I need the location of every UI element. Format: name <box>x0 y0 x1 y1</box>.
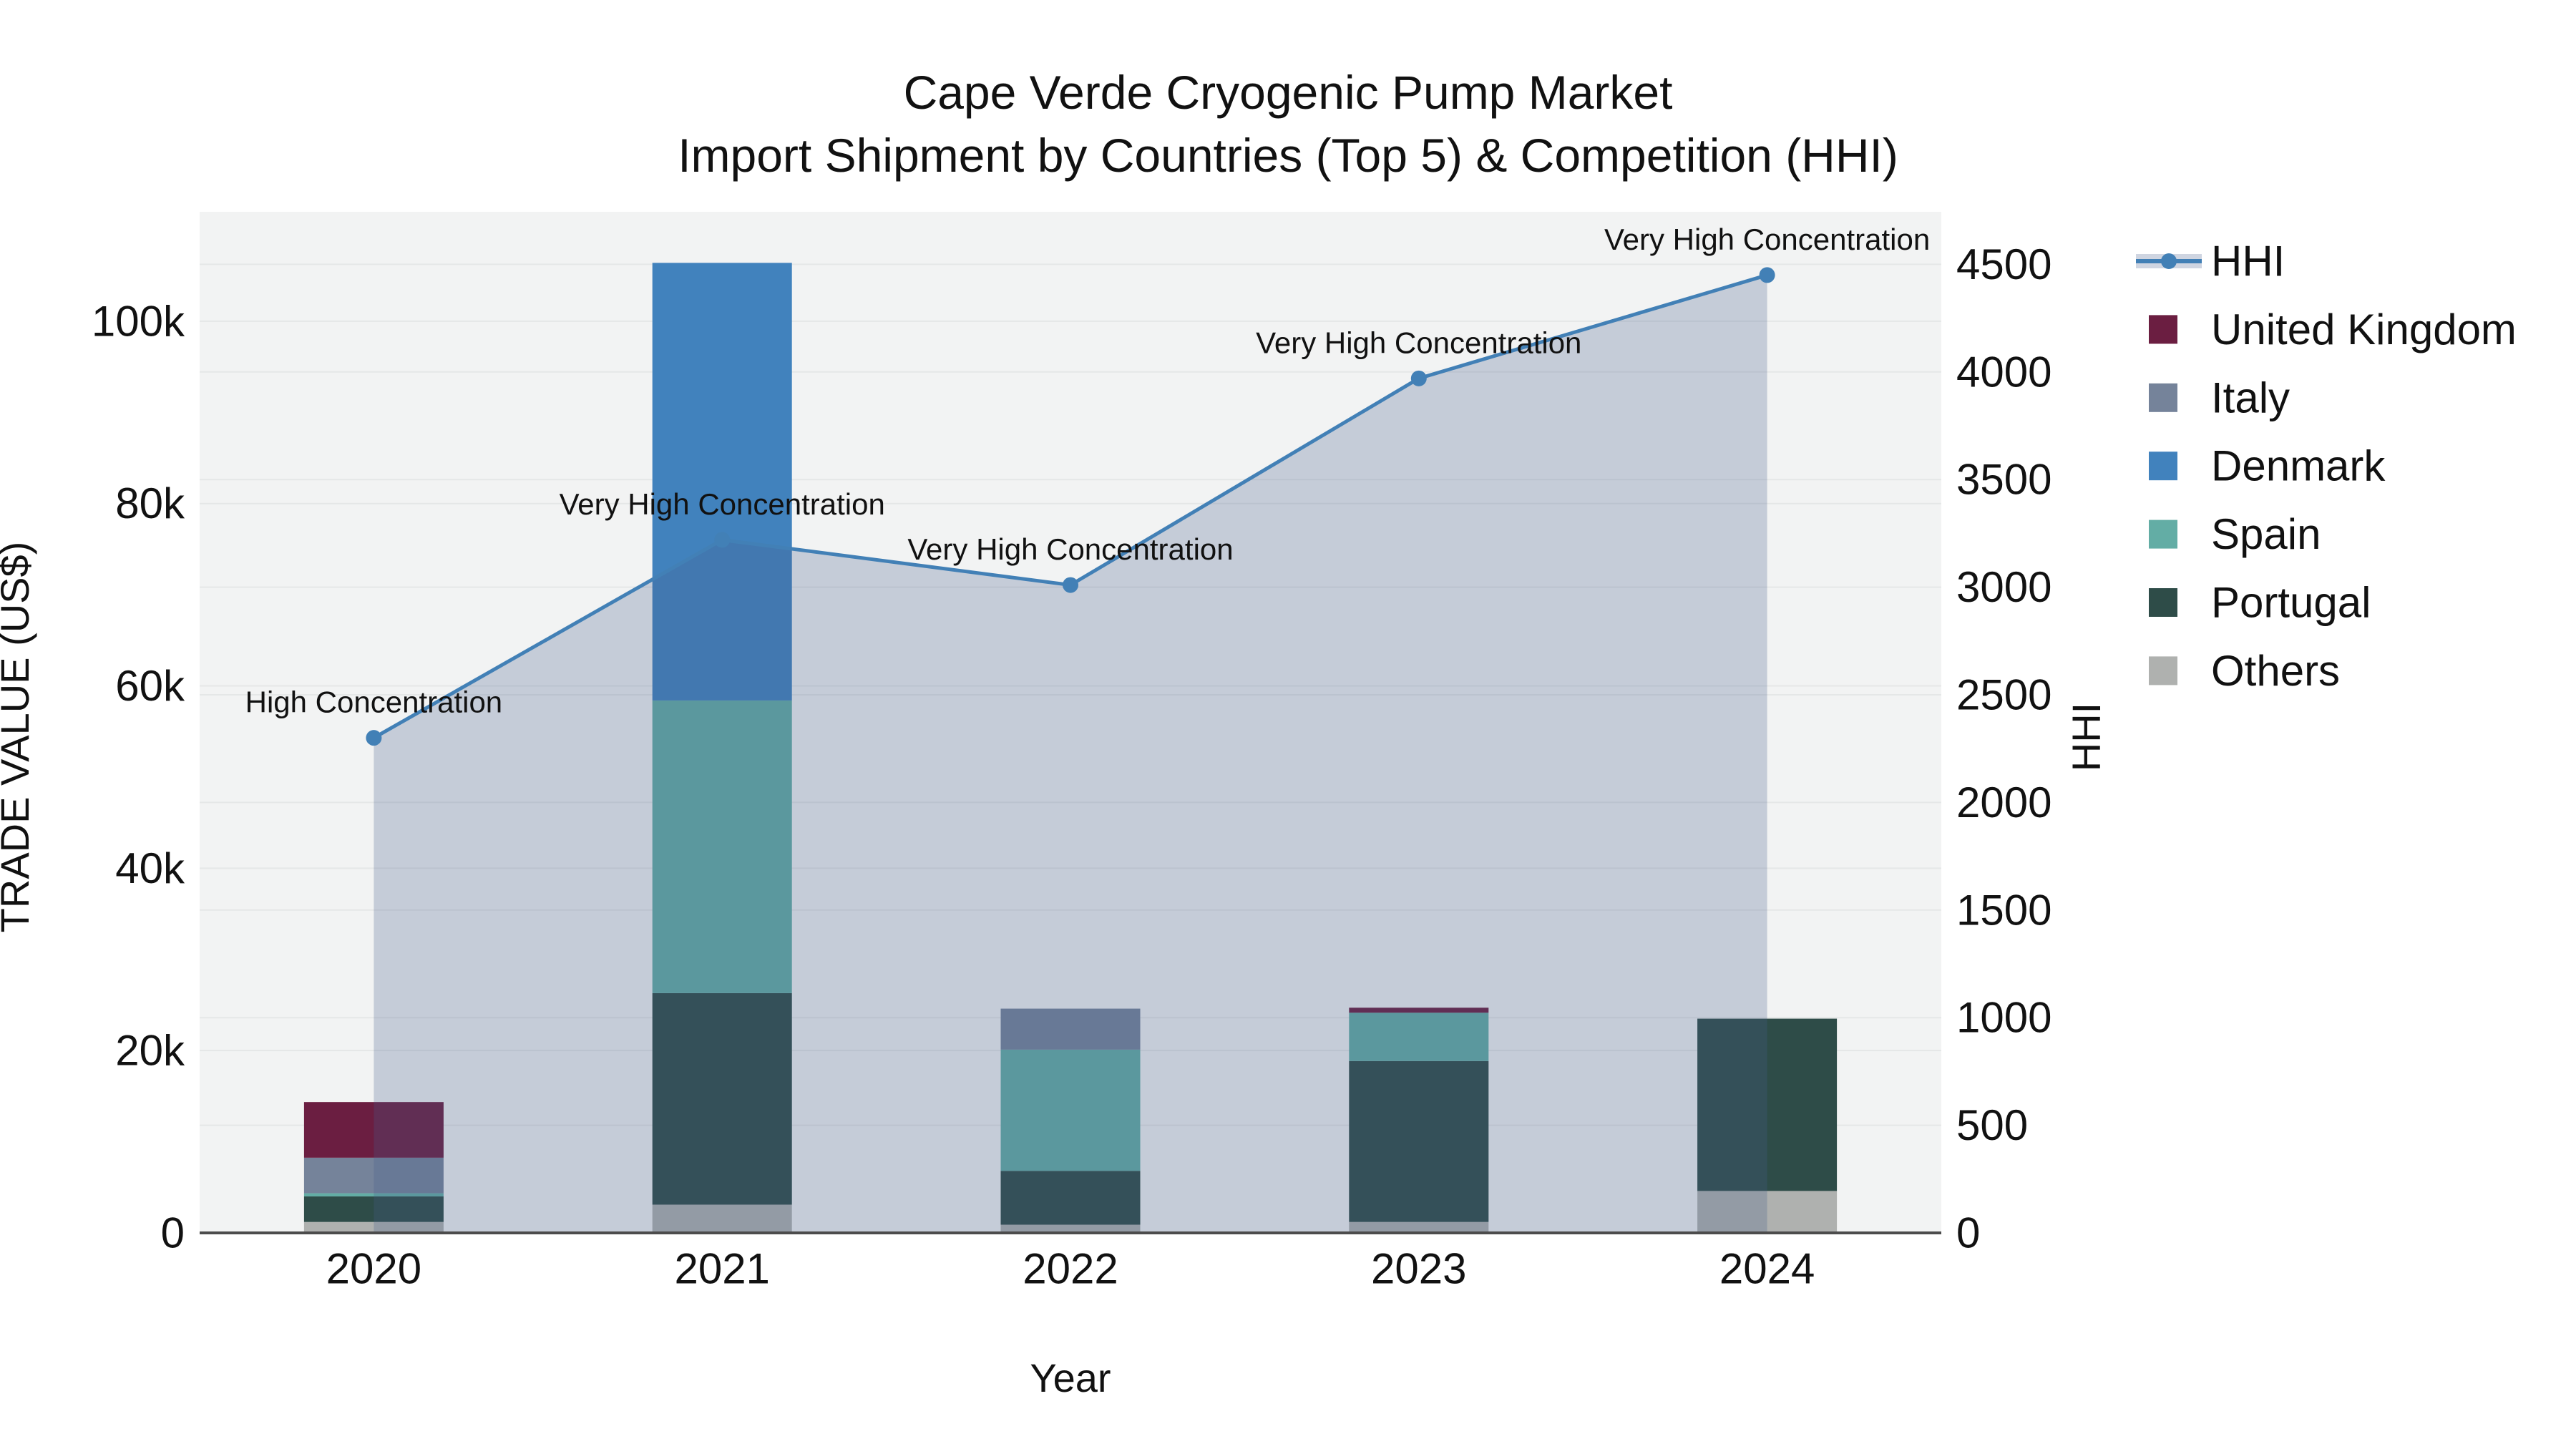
hhi-marker-2024[interactable] <box>1759 267 1775 283</box>
y2-tick-label-0: 0 <box>1956 1209 1980 1257</box>
annotation-2021: Very High Concentration <box>560 487 885 521</box>
hhi-marker-2020[interactable] <box>366 730 382 746</box>
y2-axis-title: HHI <box>2064 703 2109 771</box>
y2-tick-label-4000: 4000 <box>1956 348 2051 396</box>
legend-item-united-kingdom[interactable]: United Kingdom <box>2149 306 2517 353</box>
legend-label-denmark: Denmark <box>2211 442 2386 490</box>
legend-swatch-italy <box>2149 383 2177 412</box>
bar-2020-united-kingdom[interactable] <box>303 1102 444 1158</box>
y2-tick-label-500: 500 <box>1956 1101 2028 1149</box>
y2-tick-label-1000: 1000 <box>1956 994 2051 1042</box>
y2-tick-label-3500: 3500 <box>1956 456 2051 504</box>
bar-2020-spain[interactable] <box>303 1193 444 1197</box>
bar-2022-portugal[interactable] <box>1000 1171 1141 1225</box>
bar-2022-spain[interactable] <box>1000 1049 1141 1171</box>
bar-2022-others[interactable] <box>1000 1224 1141 1233</box>
hhi-area-fill <box>374 275 1767 1233</box>
chart-title: Cape Verde Cryogenic Pump Market <box>904 66 1673 119</box>
legend-label-hhi: HHI <box>2211 238 2285 286</box>
bar-2023-spain[interactable] <box>1349 1013 1489 1061</box>
x-axis-title: Year <box>1030 1355 1111 1400</box>
bar-2020-italy[interactable] <box>303 1157 444 1194</box>
legend-swatch-spain <box>2149 519 2177 549</box>
y2-tick-label-2000: 2000 <box>1956 779 2051 826</box>
y2-tick-label-4500: 4500 <box>1956 240 2051 288</box>
plot-layer: High Concentration Very High Concentratio… <box>92 212 2051 1293</box>
bar-2021-portugal[interactable] <box>652 992 792 1205</box>
x-tick-label-2020: 2020 <box>326 1245 421 1293</box>
y-tick-label-60k: 60k <box>115 662 185 710</box>
y2-tick-label-2500: 2500 <box>1956 670 2051 718</box>
y-tick-label-40k: 40k <box>115 844 185 892</box>
legend-item-denmark[interactable]: Denmark <box>2149 442 2386 490</box>
bar-2022-italy[interactable] <box>1000 1008 1141 1050</box>
y-tick-label-80k: 80k <box>115 479 185 527</box>
legend-label-others: Others <box>2211 647 2340 695</box>
bar-2021-others[interactable] <box>652 1204 792 1233</box>
bar-2024-portugal[interactable] <box>1697 1018 1838 1191</box>
legend: HHI United Kingdom Italy Denmark Spain Portug… <box>2136 238 2517 695</box>
annotation-2022: Very High Concentration <box>907 532 1233 566</box>
hhi-marker-2022[interactable] <box>1063 577 1078 593</box>
x-tick-label-2022: 2022 <box>1023 1245 1118 1293</box>
y-tick-label-0: 0 <box>161 1209 185 1257</box>
legend-swatch-others <box>2149 656 2177 686</box>
legend-swatch-denmark <box>2149 452 2177 481</box>
bar-2023-portugal[interactable] <box>1349 1060 1489 1222</box>
y-axis-title: TRADE VALUE (US$) <box>0 542 37 933</box>
bar-2020-others[interactable] <box>303 1221 444 1233</box>
y-tick-label-100k: 100k <box>92 297 185 345</box>
y2-tick-label-1500: 1500 <box>1956 886 2051 934</box>
hhi-marker-2023[interactable] <box>1410 370 1427 386</box>
bar-2023-others[interactable] <box>1349 1221 1489 1233</box>
bar-2021-spain[interactable] <box>652 700 792 993</box>
legend-item-spain[interactable]: Spain <box>2149 510 2321 558</box>
legend-hhi-marker-swatch <box>2161 253 2177 269</box>
legend-item-italy[interactable]: Italy <box>2149 374 2290 421</box>
legend-item-portugal[interactable]: Portugal <box>2149 579 2371 627</box>
y-tick-label-20k: 20k <box>115 1027 185 1075</box>
annotation-2023: Very High Concentration <box>1256 326 1581 359</box>
chart-subtitle: Import Shipment by Countries (Top 5) & C… <box>678 129 1898 182</box>
bar-2020-portugal[interactable] <box>303 1196 444 1222</box>
y2-tick-label-3000: 3000 <box>1956 563 2051 611</box>
x-tick-label-2021: 2021 <box>674 1245 769 1293</box>
legend-item-others[interactable]: Others <box>2149 647 2340 695</box>
hhi-marker-2021[interactable] <box>714 532 731 548</box>
annotation-2024: Very High Concentration <box>1604 223 1930 256</box>
bar-2021-denmark[interactable] <box>652 263 792 701</box>
legend-label-united-kingdom: United Kingdom <box>2211 306 2517 353</box>
x-tick-label-2024: 2024 <box>1719 1245 1815 1293</box>
legend-label-italy: Italy <box>2211 374 2290 421</box>
legend-item-hhi[interactable]: HHI <box>2136 238 2285 286</box>
bar-2024-others[interactable] <box>1697 1191 1838 1233</box>
legend-label-spain: Spain <box>2211 510 2321 558</box>
bar-2023-united-kingdom[interactable] <box>1349 1008 1489 1013</box>
legend-swatch-united-kingdom <box>2149 315 2177 344</box>
annotation-2020: High Concentration <box>245 686 503 719</box>
legend-swatch-portugal <box>2149 588 2177 617</box>
x-tick-label-2023: 2023 <box>1371 1245 1466 1293</box>
legend-label-portugal: Portugal <box>2211 579 2371 627</box>
